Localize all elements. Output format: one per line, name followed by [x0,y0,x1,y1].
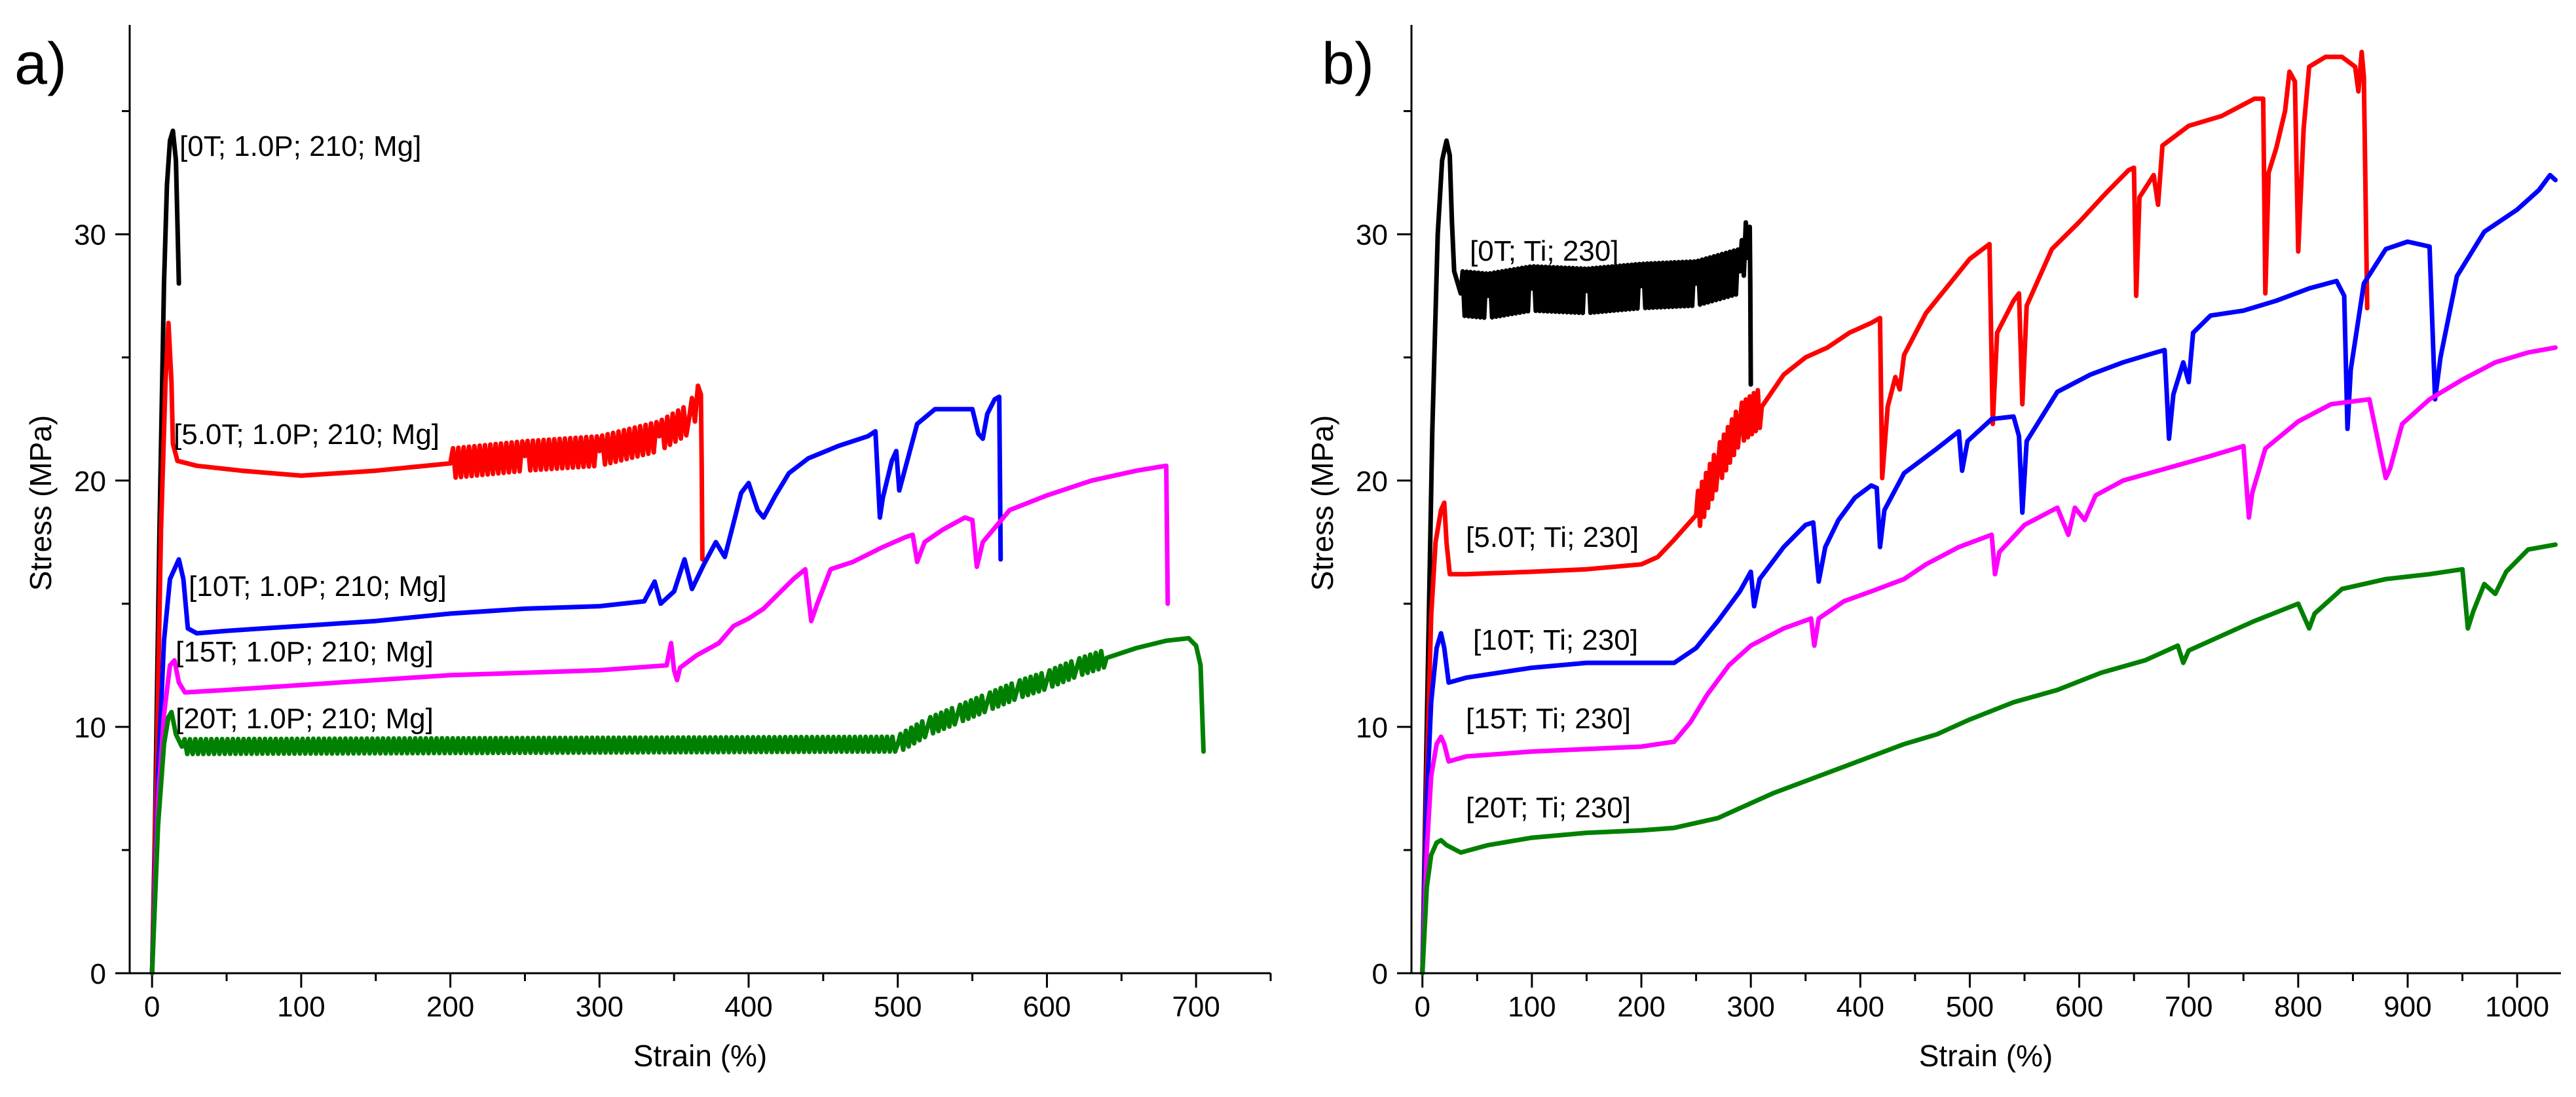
panel-b-x-tick-label-9: 900 [2383,991,2431,1023]
panel-b-series-line-3 [1420,345,2558,976]
panel-b-x-tick-label-4: 400 [1837,991,1884,1023]
panel-a-series-line-2 [149,394,1003,976]
panel-a-y-axis-label: Stress (MPa) [24,415,58,591]
panel-b-series-label-4: [20T; Ti; 230] [1466,792,1631,824]
panel-b-label: b) [1322,31,1374,97]
panel-b-x-tick-label-1: 100 [1508,991,1556,1023]
panel-b-y-tick-label-1: 10 [1356,712,1388,744]
panel-a-x-tick-label-0: 0 [144,991,160,1023]
panel-b-x-axis-label: Strain (%) [1919,1039,2053,1073]
panel-a-x-tick-label-1: 100 [277,991,325,1023]
panel-a-series-label-4: [20T; 1.0P; 210; Mg] [176,703,434,735]
panel-a-y-tick-label-2: 20 [74,466,106,498]
panel-b-series-line-2 [1420,172,2558,976]
panel-a-series-label-2: [10T; 1.0P; 210; Mg] [189,570,447,603]
panel-b-series-label-3: [15T; Ti; 230] [1466,703,1631,735]
panel-a-series-label-1: [5.0T; 1.0P; 210; Mg] [174,418,439,451]
panel-a-x-tick-label-3: 300 [576,991,624,1023]
panel-a-x-tick-label-4: 400 [724,991,772,1023]
panel-a-chart: a) 0 100 200 300 400 500 600 700 0 10 20 30 Strain… [14,25,1272,1073]
panel-b-x-tick-label-8: 800 [2274,991,2322,1023]
panel-a-series-label-0: [0T; 1.0P; 210; Mg] [179,130,421,162]
panel-b-y-tick-label-2: 20 [1356,466,1388,498]
panel-b-series-line-1 [1420,49,2370,976]
panel-a-x-tick-label-7: 700 [1172,991,1220,1023]
panel-b-y-axis-label: Stress (MPa) [1305,415,1339,591]
panel-a-x-tick-label-6: 600 [1023,991,1071,1023]
panel-a-series-line-4 [149,636,1206,976]
panel-b-series-label-2: [10T; Ti; 230] [1473,624,1638,656]
panel-a-y-tick-label-3: 30 [74,219,106,251]
panel-b-x-tick-label-5: 500 [1946,991,1994,1023]
panel-b-x-tick-label-3: 300 [1727,991,1774,1023]
panel-b-series-label-0: [0T; Ti; 230] [1470,235,1618,267]
panel-b-y-tick-label-3: 30 [1356,219,1388,251]
panel-b-y-tick-label-0: 0 [1372,958,1388,990]
panel-a-y-tick-label-0: 0 [90,958,106,990]
panel-a-label: a) [14,31,67,97]
panel-a-x-axis-label: Strain (%) [633,1039,767,1073]
panel-b-x-tick-label-6: 600 [2055,991,2103,1023]
panel-a-series-line-1 [149,320,705,976]
panel-b-x-tick-label-7: 700 [2165,991,2212,1023]
panel-a-x-tick-label-2: 200 [426,991,474,1023]
panel-a-y-tick-label-1: 10 [74,712,106,744]
panel-a-x-tick-label-5: 500 [874,991,922,1023]
panel-b-x-tick-label-0: 0 [1414,991,1430,1023]
panel-a-series-label-3: [15T; 1.0P; 210; Mg] [176,636,434,668]
panel-b-series-line-4 [1420,542,2558,976]
panel-b-chart: b) 0 100 200 300 400 500 600 700 800 900 1000 0 10 2… [1305,25,2561,1073]
panel-b-series-line-0 [1420,138,1753,976]
panel-b-x-tick-label-2: 200 [1617,991,1665,1023]
panel-a-series-line-3 [149,463,1170,976]
panel-b-series-label-1: [5.0T; Ti; 230] [1466,521,1639,553]
panel-b-x-tick-label-10: 1000 [2485,991,2549,1023]
